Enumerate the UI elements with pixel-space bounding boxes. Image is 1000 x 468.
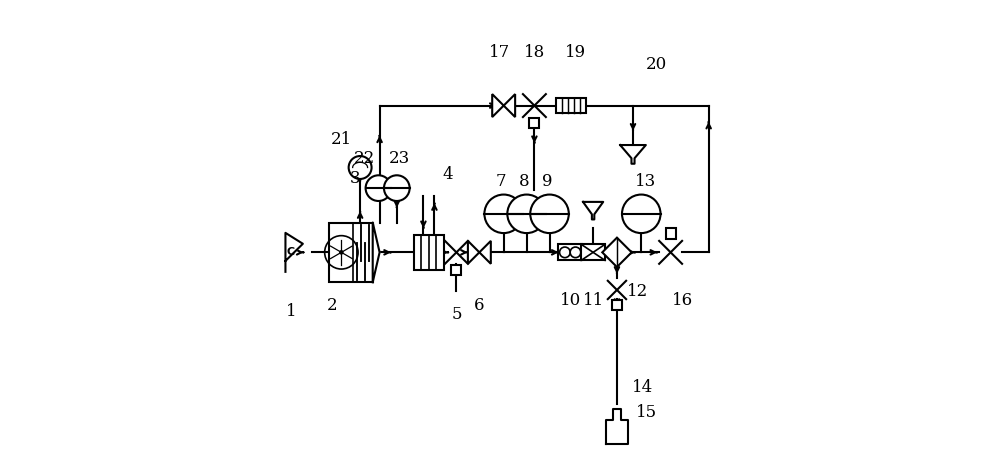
Polygon shape: [606, 410, 628, 444]
Polygon shape: [479, 241, 491, 264]
Text: 4: 4: [442, 166, 453, 183]
Polygon shape: [492, 94, 504, 117]
Circle shape: [339, 250, 344, 255]
Polygon shape: [620, 145, 646, 164]
Circle shape: [366, 176, 391, 201]
Text: 21: 21: [331, 132, 352, 148]
Bar: [529, 118, 539, 128]
Text: 13: 13: [635, 173, 656, 190]
Text: 17: 17: [488, 44, 510, 61]
Text: 22: 22: [354, 150, 375, 167]
Text: 14: 14: [632, 379, 653, 396]
Polygon shape: [602, 238, 632, 267]
Text: 18: 18: [524, 44, 545, 61]
Text: 3: 3: [350, 170, 361, 188]
Text: 9: 9: [542, 173, 552, 190]
Text: 8: 8: [519, 173, 530, 190]
Text: 10: 10: [560, 292, 581, 309]
Text: 6: 6: [474, 297, 485, 314]
Text: C: C: [286, 248, 294, 257]
Circle shape: [622, 195, 661, 233]
Polygon shape: [468, 241, 479, 264]
Bar: [612, 300, 622, 310]
Text: 19: 19: [565, 44, 586, 61]
Polygon shape: [583, 202, 603, 219]
Polygon shape: [504, 94, 515, 117]
Bar: [556, 98, 586, 113]
Text: 2: 2: [327, 297, 338, 314]
Bar: [666, 228, 676, 239]
Text: 12: 12: [627, 283, 648, 300]
Bar: [581, 244, 605, 260]
Circle shape: [484, 195, 523, 233]
Circle shape: [530, 195, 569, 233]
Text: 11: 11: [582, 292, 604, 309]
Text: 7: 7: [496, 173, 507, 190]
Bar: [451, 265, 461, 275]
Text: 1: 1: [286, 303, 297, 321]
Text: 20: 20: [645, 56, 667, 73]
Bar: [558, 244, 582, 260]
Circle shape: [507, 195, 546, 233]
Circle shape: [349, 156, 372, 179]
Polygon shape: [373, 222, 380, 282]
Bar: [329, 222, 373, 282]
Polygon shape: [285, 233, 303, 272]
Bar: [414, 235, 444, 270]
Circle shape: [384, 176, 410, 201]
Text: 15: 15: [636, 404, 657, 421]
Text: 16: 16: [672, 292, 693, 309]
Text: 5: 5: [451, 306, 462, 323]
Text: 23: 23: [388, 150, 410, 167]
